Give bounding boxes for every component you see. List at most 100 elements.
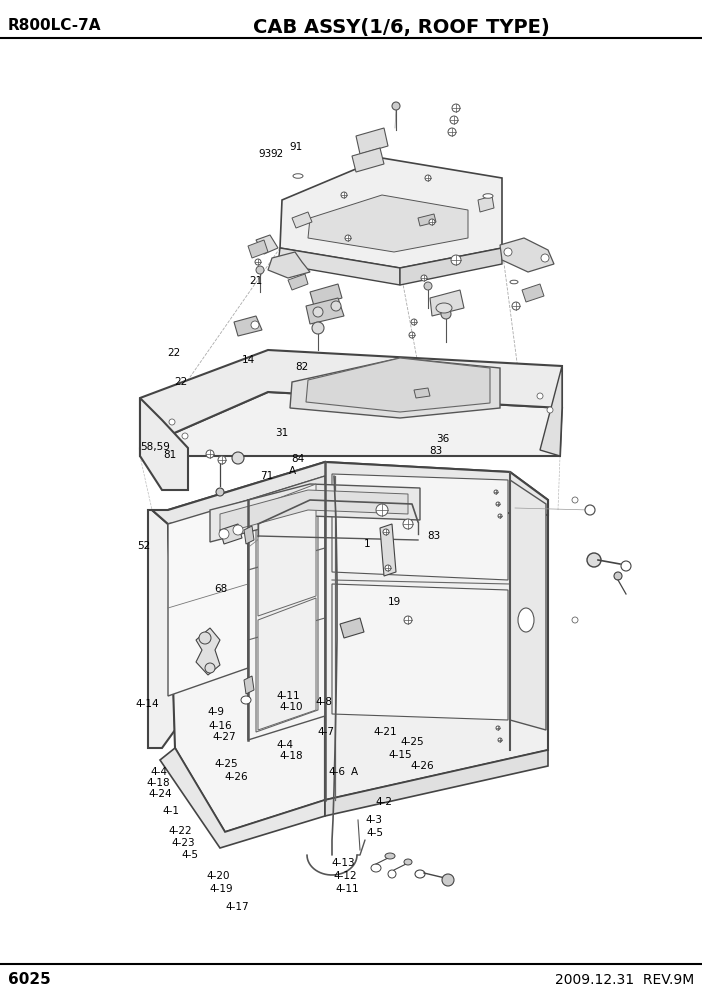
Text: 4-5: 4-5 xyxy=(181,850,198,860)
Ellipse shape xyxy=(233,525,243,535)
Text: A: A xyxy=(289,466,296,476)
Ellipse shape xyxy=(256,266,264,274)
Ellipse shape xyxy=(587,553,601,567)
Text: 52: 52 xyxy=(137,541,150,551)
Ellipse shape xyxy=(436,303,452,313)
Ellipse shape xyxy=(232,452,244,464)
Text: 36: 36 xyxy=(437,434,450,444)
Ellipse shape xyxy=(385,565,391,571)
Ellipse shape xyxy=(219,529,229,539)
Ellipse shape xyxy=(371,864,381,872)
Polygon shape xyxy=(220,490,408,534)
Ellipse shape xyxy=(182,433,188,439)
Polygon shape xyxy=(258,484,316,616)
Polygon shape xyxy=(268,252,310,278)
Ellipse shape xyxy=(450,116,458,124)
Polygon shape xyxy=(380,524,396,576)
Ellipse shape xyxy=(504,248,512,256)
Text: 82: 82 xyxy=(295,362,308,372)
Ellipse shape xyxy=(409,332,415,338)
Text: 31: 31 xyxy=(275,428,289,437)
Ellipse shape xyxy=(424,282,432,290)
Text: 68: 68 xyxy=(214,584,227,594)
Ellipse shape xyxy=(385,853,395,859)
Ellipse shape xyxy=(199,632,211,644)
Polygon shape xyxy=(306,298,344,324)
Polygon shape xyxy=(148,510,175,748)
Text: 4-11: 4-11 xyxy=(336,884,359,894)
Ellipse shape xyxy=(496,502,500,506)
Ellipse shape xyxy=(429,219,435,225)
Polygon shape xyxy=(210,484,420,542)
Text: 4-12: 4-12 xyxy=(333,871,357,881)
Text: 2009.12.31  REV.9M: 2009.12.31 REV.9M xyxy=(555,973,694,987)
Polygon shape xyxy=(356,128,388,154)
Ellipse shape xyxy=(331,301,341,311)
Text: 4-1: 4-1 xyxy=(162,806,179,816)
Text: 4-3: 4-3 xyxy=(365,815,382,825)
Polygon shape xyxy=(244,676,254,694)
Text: 4-7: 4-7 xyxy=(317,727,334,737)
Polygon shape xyxy=(196,628,220,675)
Polygon shape xyxy=(288,274,308,290)
Polygon shape xyxy=(280,158,502,268)
Polygon shape xyxy=(160,748,325,848)
Polygon shape xyxy=(278,248,400,285)
Ellipse shape xyxy=(404,616,412,624)
Ellipse shape xyxy=(518,608,534,632)
Text: 92: 92 xyxy=(270,149,284,159)
Ellipse shape xyxy=(510,280,518,284)
Text: R800LC-7A: R800LC-7A xyxy=(8,18,102,33)
Text: 4-25: 4-25 xyxy=(214,759,238,769)
Polygon shape xyxy=(308,195,468,252)
Ellipse shape xyxy=(512,302,520,310)
Text: 4-21: 4-21 xyxy=(373,727,397,737)
Ellipse shape xyxy=(572,617,578,623)
Text: 84: 84 xyxy=(291,454,305,464)
Ellipse shape xyxy=(411,319,417,325)
Text: 4-20: 4-20 xyxy=(206,871,230,881)
Ellipse shape xyxy=(483,193,493,198)
Ellipse shape xyxy=(216,488,224,496)
Polygon shape xyxy=(418,214,436,226)
Text: 6025: 6025 xyxy=(8,972,51,987)
Ellipse shape xyxy=(614,572,622,580)
Polygon shape xyxy=(522,284,544,302)
Text: 4-27: 4-27 xyxy=(212,732,236,742)
Ellipse shape xyxy=(441,309,451,319)
Text: 4-9: 4-9 xyxy=(208,707,225,717)
Polygon shape xyxy=(340,618,364,638)
Text: 4-16: 4-16 xyxy=(208,721,232,731)
Ellipse shape xyxy=(425,175,431,181)
Text: 91: 91 xyxy=(289,142,303,152)
Polygon shape xyxy=(510,480,546,730)
Ellipse shape xyxy=(496,726,500,730)
Polygon shape xyxy=(500,238,554,272)
Text: 4-23: 4-23 xyxy=(171,838,195,848)
Text: 93: 93 xyxy=(258,149,272,159)
Ellipse shape xyxy=(312,322,324,334)
Polygon shape xyxy=(248,240,268,258)
Text: 14: 14 xyxy=(242,355,256,365)
Ellipse shape xyxy=(251,321,259,329)
Text: 4-26: 4-26 xyxy=(411,761,435,771)
Ellipse shape xyxy=(169,419,175,425)
Ellipse shape xyxy=(452,104,460,112)
Polygon shape xyxy=(310,284,342,306)
Text: 4-4: 4-4 xyxy=(277,740,293,750)
Text: 1: 1 xyxy=(364,539,370,549)
Text: 4-17: 4-17 xyxy=(225,902,249,912)
Text: 4-18: 4-18 xyxy=(279,751,303,761)
Text: 83: 83 xyxy=(430,446,443,456)
Polygon shape xyxy=(140,392,562,456)
Polygon shape xyxy=(306,358,490,412)
Ellipse shape xyxy=(241,696,251,704)
Polygon shape xyxy=(352,148,384,172)
Text: 22: 22 xyxy=(167,348,180,358)
Ellipse shape xyxy=(404,859,412,865)
Text: 58,59: 58,59 xyxy=(140,442,171,452)
Ellipse shape xyxy=(376,504,388,516)
Ellipse shape xyxy=(415,870,425,878)
Ellipse shape xyxy=(498,514,502,518)
Text: 81: 81 xyxy=(163,450,176,460)
